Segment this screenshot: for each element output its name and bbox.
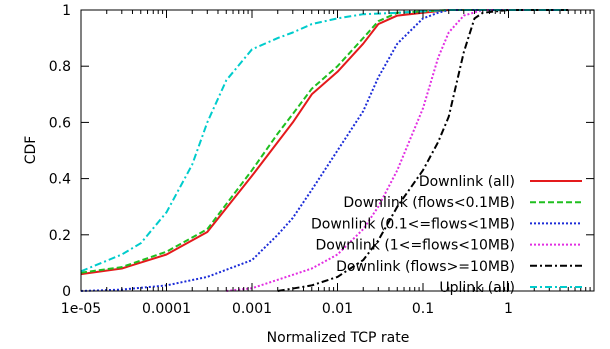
legend: Downlink (all) Downlink (flows<0.1MB) Down… xyxy=(311,174,582,296)
series-line-2 xyxy=(80,9,569,292)
y-tick-label: 1 xyxy=(62,3,71,19)
y-tick-label: 0.4 xyxy=(49,172,71,188)
series-line-4 xyxy=(277,9,569,292)
series-line-3 xyxy=(226,9,569,292)
legend-label: Downlink (flows>=10MB) xyxy=(336,259,515,275)
tick-layer: 1e-05 0.0001 0.001 0.01 0.1 1 0 0.2 0.4 0.6 0.8 1 xyxy=(49,3,594,317)
x-tick-label: 1 xyxy=(504,301,513,317)
x-tick-label: 0.1 xyxy=(412,301,434,317)
legend-label: Downlink (all) xyxy=(419,174,515,190)
y-tick-label: 0 xyxy=(62,284,71,300)
x-axis-label: Normalized TCP rate xyxy=(267,330,410,346)
x-tick-label: 0.001 xyxy=(232,301,272,317)
y-tick-label: 0.6 xyxy=(49,115,71,131)
x-tick-label: 0.0001 xyxy=(142,301,191,317)
y-tick-label: 0.2 xyxy=(49,228,71,244)
legend-label: Uplink (all) xyxy=(439,280,515,296)
legend-label: Downlink (flows<0.1MB) xyxy=(343,195,515,211)
y-tick-label: 0.8 xyxy=(49,59,71,75)
y-axis-label: CDF xyxy=(23,136,39,165)
x-tick-label: 1e-05 xyxy=(61,301,101,317)
x-tick-label: 0.01 xyxy=(322,301,353,317)
series-line-1 xyxy=(80,9,569,274)
legend-label: Downlink (1<=flows<10MB) xyxy=(315,238,515,254)
legend-label: Downlink (0.1<=flows<1MB) xyxy=(311,216,515,232)
series-line-0 xyxy=(80,9,569,276)
